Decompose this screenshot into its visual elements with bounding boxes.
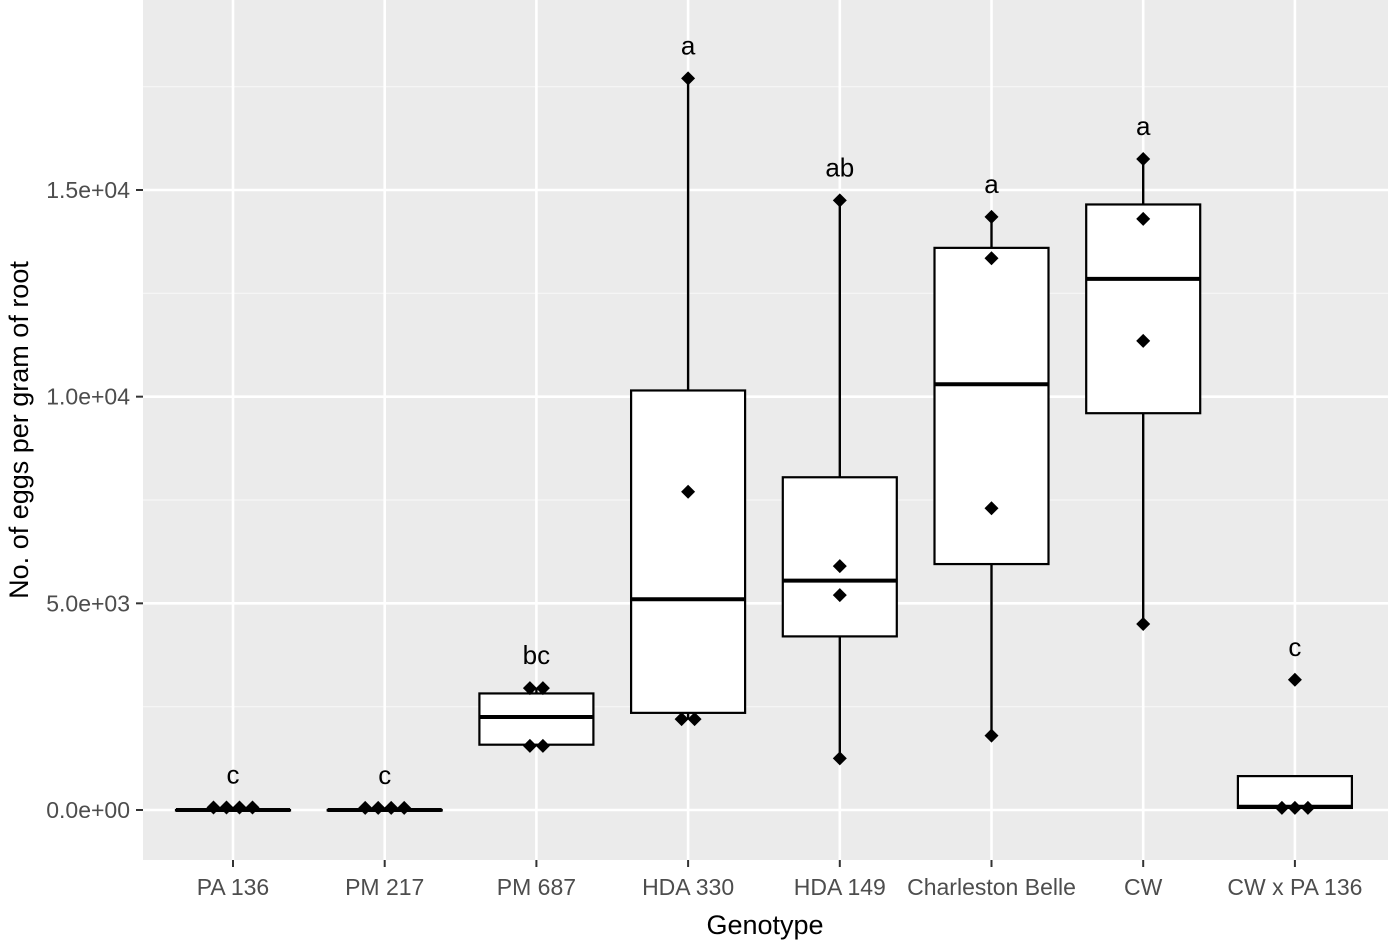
significance-letter: c: [378, 760, 391, 790]
box-pa-136: [174, 808, 292, 812]
data-point: [522, 738, 537, 753]
data-point: [984, 251, 999, 266]
data-point: [245, 800, 260, 815]
data-point: [681, 484, 696, 499]
y-axis: 0.0e+00 5.0e+03 1.0e+04 1.5e+04: [46, 177, 143, 823]
x-tick-label: CW: [1124, 874, 1163, 900]
box-iqr: [629, 389, 747, 714]
data-point: [219, 800, 234, 815]
data-point: [984, 728, 999, 743]
data-point: [1136, 333, 1151, 348]
data-point: [1287, 672, 1302, 687]
box-iqr: [933, 246, 1050, 566]
box-hda-330: [629, 78, 747, 720]
x-tick-label: PA 136: [197, 874, 269, 900]
box-iqr: [781, 476, 898, 638]
x-tick-label: PM 687: [497, 874, 576, 900]
x-tick-label: HDA 149: [794, 874, 886, 900]
significance-letter: c: [1288, 632, 1301, 662]
y-axis-title: No. of eggs per gram of root: [4, 261, 34, 599]
data-point: [984, 209, 999, 224]
data-point: [832, 193, 847, 208]
data-point: [687, 712, 702, 727]
box-charleston-belle: [933, 216, 1050, 736]
y-tick-label: 1.0e+04: [46, 384, 130, 410]
significance-letter: a: [984, 169, 999, 199]
point-layer: [206, 71, 1315, 815]
significance-letter: bc: [523, 640, 550, 670]
box-pm-217: [326, 808, 443, 812]
box-iqr: [1085, 203, 1202, 415]
significance-labels: c c bc a ab a a c: [227, 30, 1302, 790]
data-point: [832, 751, 847, 766]
data-point: [832, 559, 847, 574]
data-point: [206, 800, 221, 815]
data-point: [1136, 617, 1151, 631]
data-point: [535, 681, 550, 696]
data-point: [358, 800, 373, 815]
significance-letter: ab: [825, 152, 854, 182]
y-tick-label: 5.0e+03: [46, 590, 130, 616]
box-iqr: [478, 692, 595, 746]
data-point: [1274, 800, 1289, 815]
significance-letter: c: [227, 760, 240, 790]
box-cw: [1085, 159, 1202, 624]
data-point: [1136, 211, 1151, 226]
x-axis: PA 136 PM 217 PM 687 HDA 330 HDA 149 Charlest…: [197, 860, 1362, 900]
box-hda-149: [781, 200, 898, 759]
data-point: [535, 738, 550, 753]
data-point: [832, 588, 847, 603]
y-tick-label: 1.5e+04: [46, 177, 130, 203]
x-tick-label: HDA 330: [642, 874, 734, 900]
box-pm-687: [478, 688, 595, 746]
x-axis-title: Genotype: [706, 910, 823, 940]
x-tick-label: CW x PA 136: [1227, 874, 1362, 900]
data-point: [522, 681, 537, 696]
data-point: [232, 800, 247, 815]
significance-letter: a: [681, 30, 696, 60]
data-point: [384, 800, 399, 815]
data-point: [1136, 152, 1151, 166]
minor-gridlines: [143, 86, 1388, 708]
plot-panel: [143, 0, 1388, 860]
data-point: [371, 800, 386, 815]
data-point: [397, 800, 412, 815]
data-point: [1287, 800, 1302, 815]
x-tick-label: PM 217: [345, 874, 424, 900]
data-point: [681, 71, 696, 86]
box-layer: [174, 78, 1354, 812]
data-point: [984, 501, 999, 516]
data-point: [1300, 800, 1315, 815]
data-point: [674, 712, 689, 727]
x-tick-label: Charleston Belle: [907, 874, 1076, 900]
y-tick-label: 0.0e+00: [46, 797, 130, 823]
significance-letter: a: [1136, 111, 1151, 141]
